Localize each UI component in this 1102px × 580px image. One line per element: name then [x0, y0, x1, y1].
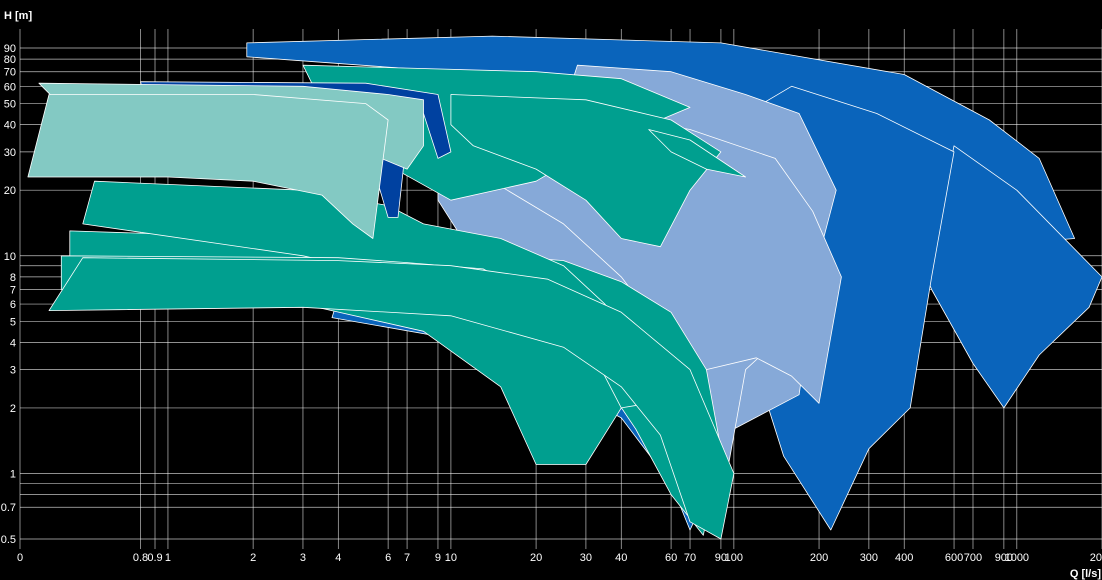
- curve-area-14: [48, 257, 735, 540]
- x-tick-label: 0.9: [147, 552, 162, 564]
- y-tick-label: 50: [4, 99, 16, 111]
- y-tick-label: 60: [4, 81, 16, 93]
- y-tick-label: 6: [10, 299, 16, 311]
- y-tick-label: 70: [4, 67, 16, 79]
- y-tick-label: 4: [10, 337, 16, 349]
- x-tick-label: 30: [580, 552, 592, 564]
- x-tick-label: 7: [404, 552, 410, 564]
- x-tick-label: 90: [715, 552, 727, 564]
- y-tick-label: 30: [4, 147, 16, 159]
- x-tick-label: 9: [435, 552, 441, 564]
- x-tick-label: 40: [615, 552, 627, 564]
- x-tick-label: 10: [445, 552, 457, 564]
- x-tick-label: 60: [665, 552, 677, 564]
- y-axis-label: H [m]: [4, 10, 32, 22]
- curve-area-10: [648, 129, 746, 178]
- x-tick-label: 700: [964, 552, 982, 564]
- x-tick-label: 100: [725, 552, 743, 564]
- curve-area-18: [27, 94, 389, 239]
- x-tick-label: 70: [684, 552, 696, 564]
- x-tick-label: 900: [995, 552, 1013, 564]
- x-tick-label: 1: [165, 552, 171, 564]
- y-tick-label: 5: [10, 316, 16, 328]
- x-tick-label: 1000: [1005, 552, 1029, 564]
- x-tick-label: 600: [945, 552, 963, 564]
- y-tick-label: 40: [4, 120, 16, 132]
- curve-areas: [27, 35, 1102, 540]
- y-tick-label: 10: [4, 251, 16, 263]
- x-tick-label: 2000: [1090, 552, 1102, 564]
- x-tick-label: 2: [250, 552, 256, 564]
- x-axis-label: Q [l/s]: [1070, 568, 1102, 580]
- y-tick-label: 80: [4, 54, 16, 66]
- x-tick-label: 0: [17, 552, 23, 564]
- y-tick-label: 20: [4, 185, 16, 197]
- x-tick-label: 400: [895, 552, 913, 564]
- x-tick-label: 0.8: [133, 552, 148, 564]
- x-tick-label: 6: [385, 552, 391, 564]
- y-tick-label: 7: [10, 284, 16, 296]
- x-tick-label: 3: [300, 552, 306, 564]
- y-tick-label: 8: [10, 272, 16, 284]
- x-tick-label: 200: [810, 552, 828, 564]
- y-tick-label: 0.7: [1, 502, 16, 514]
- y-tick-label: 3: [10, 365, 16, 377]
- y-tick-label: 0.5: [1, 534, 16, 546]
- y-tick-label: 2: [10, 403, 16, 415]
- x-tick-label: 300: [860, 552, 878, 564]
- y-tick-label: 1: [10, 468, 16, 480]
- y-tick-label: 90: [4, 43, 16, 55]
- x-tick-label: 20: [530, 552, 542, 564]
- x-tick-label: 4: [335, 552, 341, 564]
